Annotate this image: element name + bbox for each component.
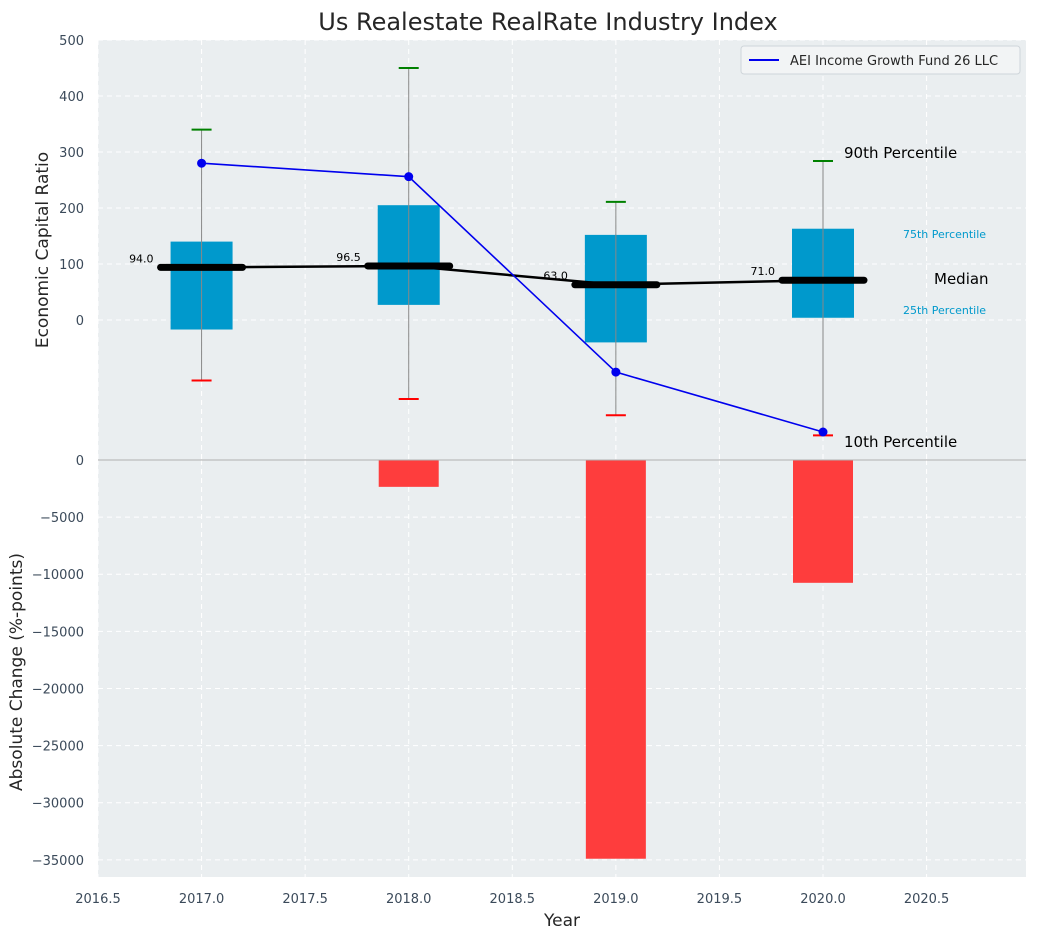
series-point-2017 bbox=[197, 158, 207, 168]
top-y-tick-label: 100 bbox=[59, 258, 84, 273]
annotation-p25: 25th Percentile bbox=[903, 304, 986, 317]
series-point-2020 bbox=[818, 427, 828, 437]
x-tick-label: 2020.0 bbox=[800, 892, 846, 907]
top-y-tick-label: 0 bbox=[76, 314, 84, 329]
median-label-2019: 63.0 bbox=[543, 270, 568, 283]
top-y-tick-label: 400 bbox=[59, 90, 84, 105]
top-y-ticks: 0 100 200 300 400 500 bbox=[59, 34, 84, 329]
top-y-tick-label: 500 bbox=[59, 34, 84, 49]
annotation-p90: 90th Percentile bbox=[844, 144, 957, 162]
x-tick-label: 2016.5 bbox=[75, 892, 121, 907]
bottom-y-ticks: 0 −5000 −10000 −15000 −20000 −25000 −30000 −350… bbox=[32, 454, 84, 869]
annotation-median: Median bbox=[934, 270, 989, 288]
bottom-y-tick-label: −35000 bbox=[32, 854, 84, 869]
x-tick-label: 2020.5 bbox=[904, 892, 950, 907]
x-axis-title: Year bbox=[543, 911, 580, 931]
bottom-marks bbox=[378, 460, 853, 859]
bottom-y-tick-label: 0 bbox=[76, 454, 84, 469]
bottom-y-tick-label: −10000 bbox=[32, 568, 84, 583]
series-line bbox=[201, 162, 824, 433]
x-tick-label: 2019.5 bbox=[697, 892, 743, 907]
percentile-annotations: 90th Percentile 75th Percentile Median 2… bbox=[844, 144, 989, 451]
bottom-y-axis-title: Absolute Change (%-points) bbox=[7, 553, 27, 791]
top-panel: 94.0 96.5 63.0 71.0 0 100 200 300 400 500 Econom… bbox=[33, 34, 1026, 460]
bar-2019 bbox=[585, 460, 646, 859]
bottom-y-tick-label: −15000 bbox=[32, 625, 84, 640]
legend-box bbox=[740, 45, 1021, 75]
annotation-p10: 10th Percentile bbox=[844, 433, 957, 451]
chart-title: Us Realestate RealRate Industry Index bbox=[318, 8, 777, 36]
bar-2018 bbox=[378, 460, 439, 487]
top-y-tick-label: 200 bbox=[59, 202, 84, 217]
x-tick-label: 2018.0 bbox=[386, 892, 432, 907]
series-point-2019 bbox=[611, 367, 621, 377]
x-tick-label: 2017.0 bbox=[179, 892, 225, 907]
bottom-panel: 0 −5000 −10000 −15000 −20000 −25000 −30000 −350… bbox=[7, 454, 1026, 877]
x-ticks: 2016.5 2017.0 2017.5 2018.0 2018.5 2019.0 2019… bbox=[75, 892, 949, 907]
legend: AEI Income Growth Fund 26 LLC bbox=[740, 45, 1021, 75]
annotation-p75: 75th Percentile bbox=[903, 228, 986, 241]
bottom-y-tick-label: −5000 bbox=[40, 511, 84, 526]
bottom-y-tick-label: −20000 bbox=[32, 682, 84, 697]
bottom-y-tick-label: −25000 bbox=[32, 740, 84, 755]
top-y-tick-label: 300 bbox=[59, 146, 84, 161]
top-panel-background bbox=[98, 40, 1026, 460]
x-tick-label: 2017.5 bbox=[282, 892, 328, 907]
bottom-panel-background bbox=[98, 460, 1026, 877]
bottom-y-tick-label: −30000 bbox=[32, 797, 84, 812]
median-label-2017: 94.0 bbox=[129, 252, 154, 265]
x-tick-label: 2019.0 bbox=[593, 892, 639, 907]
top-y-axis-title: Economic Capital Ratio bbox=[33, 152, 53, 348]
bar-2020 bbox=[793, 460, 853, 583]
median-label-2018: 96.5 bbox=[336, 251, 361, 264]
median-label-2020: 71.0 bbox=[751, 265, 776, 278]
x-tick-label: 2018.5 bbox=[490, 892, 536, 907]
series-point-2018 bbox=[404, 172, 414, 182]
top-marks: 94.0 96.5 63.0 71.0 bbox=[129, 67, 868, 437]
legend-label: AEI Income Growth Fund 26 LLC bbox=[790, 54, 998, 69]
